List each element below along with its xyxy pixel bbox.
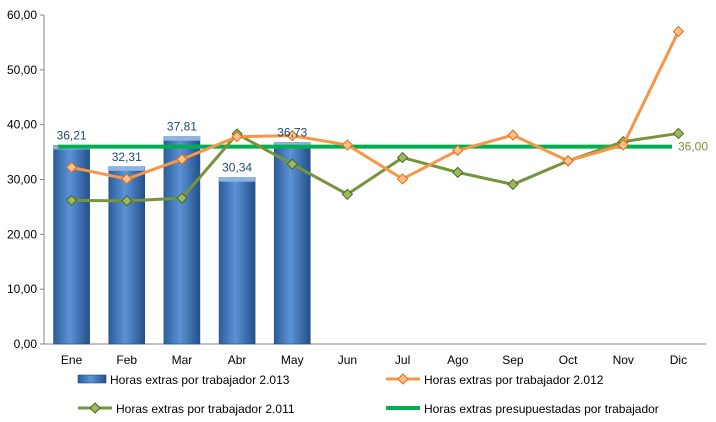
bar-series-2013 [53,136,311,345]
line-marker [231,131,243,143]
line-marker [617,139,629,151]
x-tick-label: Sep [502,353,524,367]
x-tick-label: May [281,353,304,367]
y-tick-label: 20,00 [7,227,37,241]
bar-value-label: 32,31 [112,150,142,164]
x-tick-label: Jul [395,353,410,367]
line-marker [121,195,133,207]
line-marker [452,166,464,179]
line-marker [65,194,78,207]
x-tick-label: Ene [61,353,83,367]
line-marker [672,25,685,38]
bar-top [274,142,311,147]
y-tick-label: 30,00 [7,173,37,187]
x-tick-label: Dic [670,353,687,367]
line-marker [562,155,574,167]
bar [273,142,311,345]
line-marker [396,151,409,164]
bar-top [108,166,145,171]
x-tick-label: Ago [447,353,469,367]
line-marker [396,173,409,185]
bar [53,145,90,345]
line-marker [176,153,188,165]
y-tick-label: 50,00 [7,63,37,77]
bar-value-label: 36,73 [277,126,307,140]
x-tick-label: Abr [228,353,247,367]
bar-value-label: 36,21 [57,128,87,142]
bar [163,136,201,345]
line-marker [507,129,519,141]
legend-label: Horas extras presupuestadas por trabajad… [424,402,659,416]
line-marker [507,178,519,191]
x-tick-label: Mar [172,353,193,367]
bar-top [163,136,200,141]
y-tick-label: 60,00 [7,8,37,22]
bar [218,177,256,345]
x-tick-label: Oct [559,353,578,367]
bar-top [219,177,256,182]
legend-label: Horas extras por trabajador 2.013 [110,373,290,387]
bar-value-label: 37,81 [167,120,197,134]
x-tick-label: Jun [338,353,357,367]
legend: Horas extras por trabajador 2.013 Horas e… [77,373,659,416]
line-marker [286,158,298,170]
legend-label: Horas extras por trabajador 2.012 [424,373,604,387]
line-marker [121,173,133,185]
line-marker [341,188,354,201]
bar [108,166,146,345]
axes: 0,00 10,00 20,00 30,00 40,00 50,00 60,00 Ene Feb… [7,8,706,367]
line-marker [176,192,188,204]
bar-value-label: 30,34 [222,161,252,175]
line-marker [672,127,685,140]
line-marker [286,129,298,142]
y-tick-label: 40,00 [7,118,37,132]
y-tick-label: 10,00 [7,282,37,296]
series-2012-line [71,30,680,181]
x-tick-label: Feb [116,353,137,367]
legend-swatch [77,374,107,384]
data-labels: 36,21 32,31 37,81 30,34 36,73 36,00 [57,120,709,175]
line-marker [65,161,78,174]
legend-marker [397,373,409,385]
line-series [58,25,685,207]
x-tick-label: Nov [613,353,634,367]
line-marker [341,139,354,151]
budget-value-label: 36,00 [678,140,708,154]
legend-marker [89,402,101,414]
line-marker [452,144,464,157]
legend-label: Horas extras por trabajador 2.011 [116,402,295,416]
y-tick-label: 0,00 [14,337,38,351]
